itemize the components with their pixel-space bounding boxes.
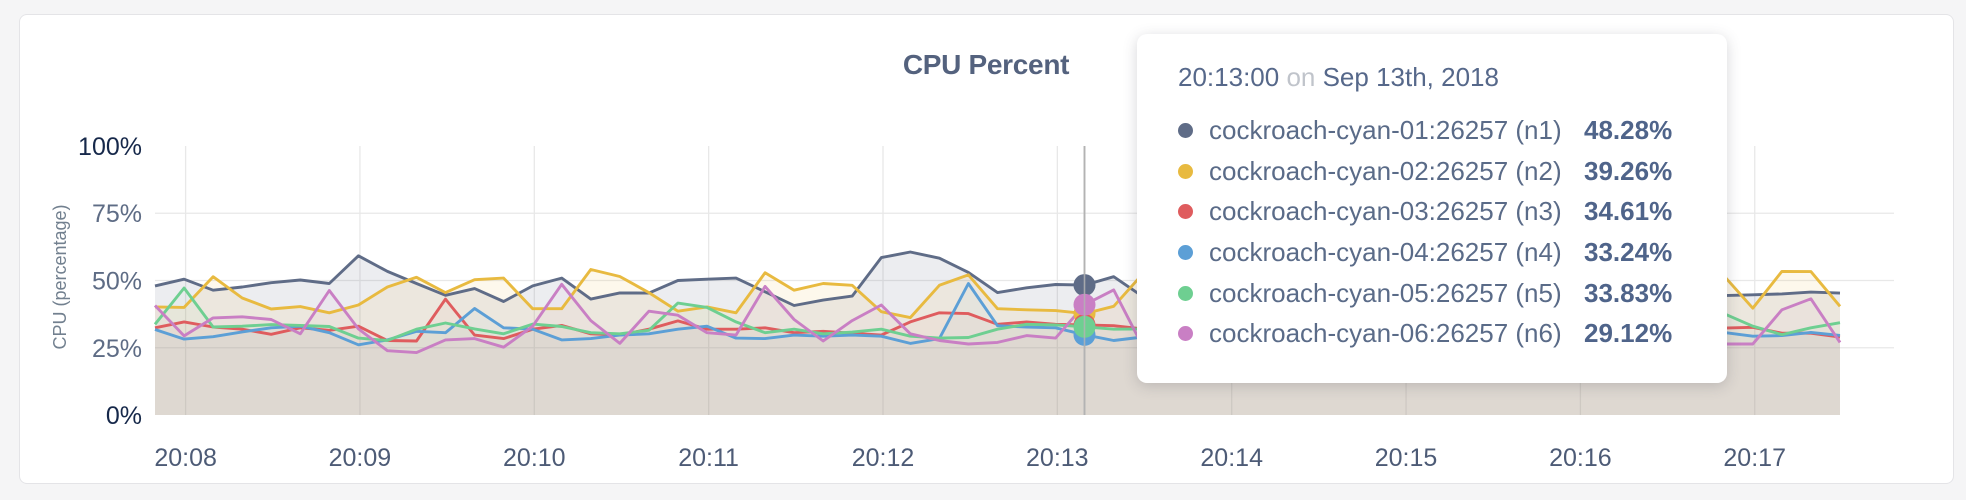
svg-text:25%: 25% [92, 335, 142, 363]
svg-text:20:08: 20:08 [154, 444, 217, 472]
svg-text:20:10: 20:10 [503, 444, 566, 472]
svg-text:20:14: 20:14 [1200, 444, 1263, 472]
svg-text:20:17: 20:17 [1723, 444, 1786, 472]
svg-text:20:16: 20:16 [1549, 444, 1612, 472]
svg-text:CPU (percentage): CPU (percentage) [50, 204, 70, 349]
svg-text:20:11: 20:11 [678, 444, 739, 472]
svg-text:50%: 50% [92, 268, 142, 296]
svg-text:20:12: 20:12 [852, 444, 915, 472]
svg-text:20:15: 20:15 [1375, 444, 1438, 472]
svg-text:100%: 100% [78, 133, 142, 161]
svg-text:0%: 0% [106, 402, 142, 430]
svg-text:20:13: 20:13 [1026, 444, 1089, 472]
svg-text:75%: 75% [92, 200, 142, 228]
svg-text:20:09: 20:09 [329, 444, 392, 472]
